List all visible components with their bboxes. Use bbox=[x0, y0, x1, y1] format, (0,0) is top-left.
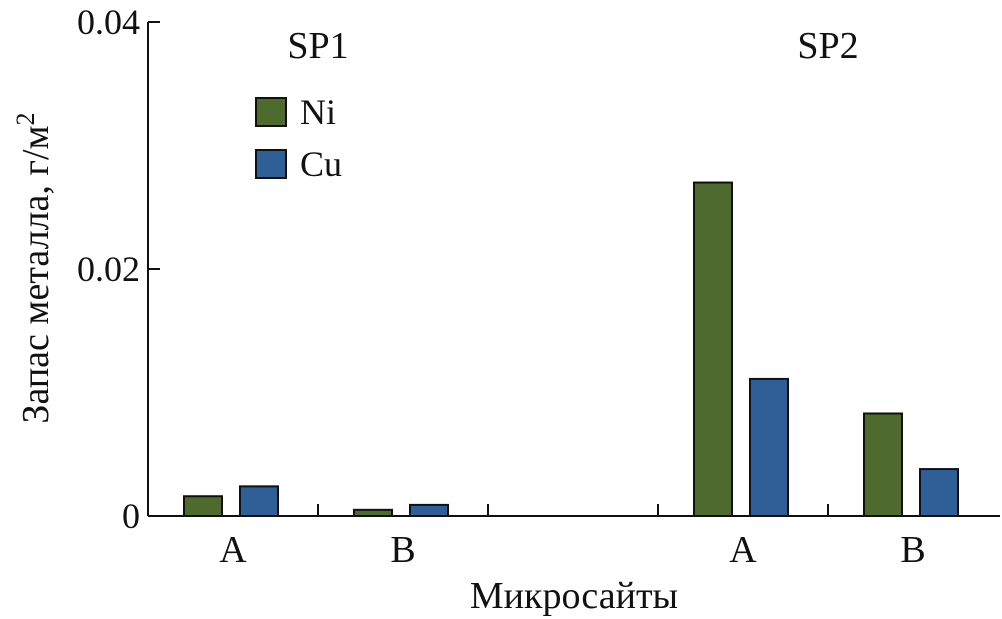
x-axis-title: Микросайты bbox=[470, 575, 678, 617]
group-label: SP1 bbox=[287, 25, 348, 67]
y-axis-title-main: Запас металла, г/м bbox=[15, 125, 57, 423]
y-tick-label: 0.04 bbox=[77, 2, 140, 42]
legend: Ni Cu bbox=[255, 92, 342, 184]
bars bbox=[183, 181, 959, 518]
bar-cu bbox=[919, 468, 959, 518]
x-category-label: A bbox=[219, 529, 247, 571]
legend-swatch-cu bbox=[255, 149, 287, 179]
bar-cu bbox=[409, 503, 449, 518]
labels: 0 0.02 0.04 A B A B SP1 SP2 Микросайты Запас метал… bbox=[11, 2, 926, 617]
group-label: SP2 bbox=[797, 25, 858, 67]
x-category-label: B bbox=[390, 529, 415, 571]
bar-cu bbox=[749, 377, 789, 518]
legend-swatch-ni bbox=[255, 97, 287, 127]
bar-ni bbox=[693, 181, 733, 518]
axes bbox=[147, 21, 1000, 517]
bar-ni bbox=[353, 508, 393, 518]
bar-ni bbox=[183, 495, 223, 517]
y-axis-title-superscript: 2 bbox=[11, 112, 40, 125]
legend-label: Ni bbox=[300, 92, 336, 132]
bar-ni bbox=[863, 412, 903, 517]
y-tick-label: 0.02 bbox=[77, 249, 140, 289]
y-tick-label: 0 bbox=[122, 496, 140, 536]
bar-cu bbox=[239, 485, 279, 517]
y-axis-title: Запас металла, г/м2 bbox=[11, 112, 57, 423]
x-category-label: B bbox=[900, 529, 925, 571]
x-category-label: A bbox=[729, 529, 757, 571]
legend-label: Cu bbox=[300, 144, 342, 184]
